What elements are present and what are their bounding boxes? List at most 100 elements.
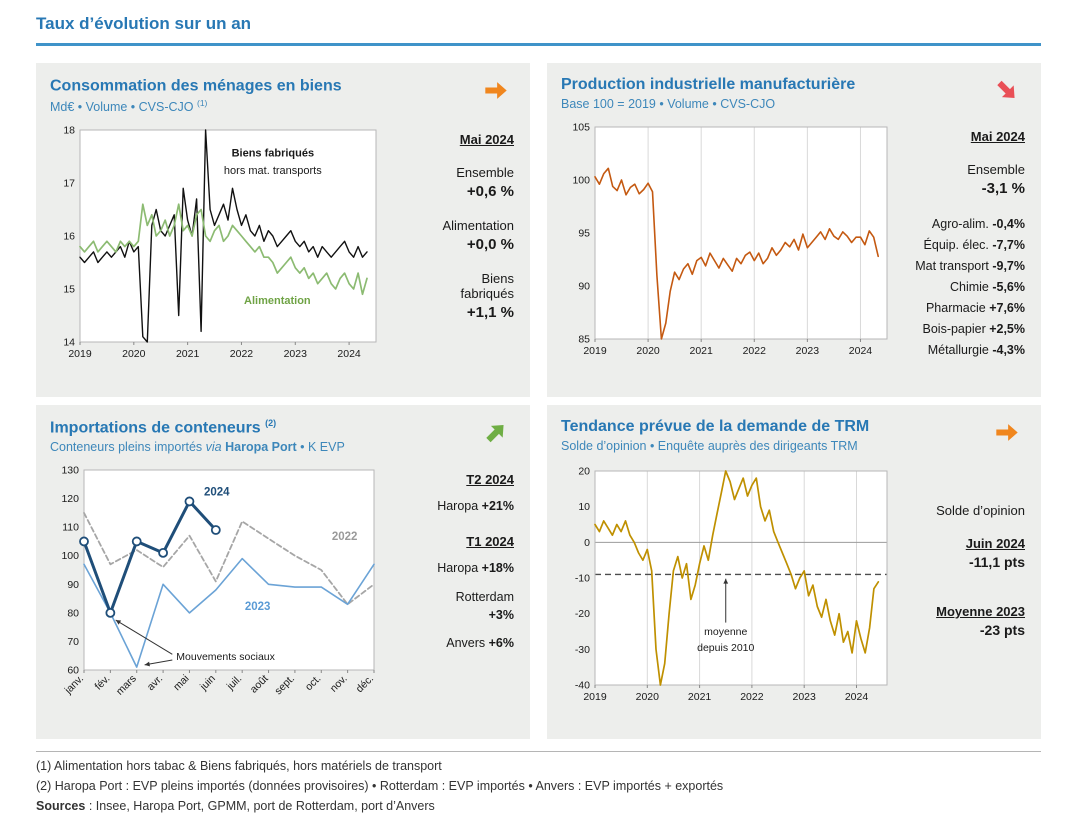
stat-value: +0,6 % <box>466 183 514 201</box>
stat-spacer <box>901 572 1025 588</box>
series-marker <box>210 525 221 536</box>
stat-label: Ensemble <box>967 162 1025 177</box>
stat-spacer <box>390 489 514 497</box>
x-tick-label: mars <box>114 673 139 698</box>
chart-annotation: Mouvements sociaux <box>176 651 275 663</box>
x-tick-label: 2023 <box>284 348 308 360</box>
plot-frame <box>594 470 888 686</box>
y-tick-label: 60 <box>67 665 79 677</box>
y-tick-label: 120 <box>61 493 79 505</box>
x-tick-label: août <box>248 673 271 696</box>
x-tick-label: mai <box>171 673 191 693</box>
y-tick-label: 17 <box>63 178 75 190</box>
sources-text: : Insee, Haropa Port, GPMM, port de Rott… <box>85 799 435 813</box>
y-tick-label: -40 <box>575 680 590 692</box>
panel-stats: T2 2024 Haropa +21% T1 2024 Haropa +18% Rott… <box>386 462 514 720</box>
x-tick-label: sept. <box>272 673 297 698</box>
series-marker <box>158 548 168 559</box>
y-tick-label: 20 <box>578 466 590 478</box>
chart-annotation: Biens fabriqués <box>232 148 315 160</box>
stat-spacer <box>390 626 514 634</box>
x-tick-label: 2024 <box>849 345 873 357</box>
panel-header: Consommation des ménages en biens Md€ • … <box>50 76 514 114</box>
stat-label: Ensemble <box>456 165 514 181</box>
stat-spacer <box>390 580 514 588</box>
trend-icon-wrap <box>991 419 1023 451</box>
y-tick-label: 130 <box>61 465 79 477</box>
stat-spacer <box>901 588 1025 604</box>
x-tick-label: 2021 <box>688 691 712 703</box>
x-tick-label: nov. <box>328 673 350 695</box>
series-2024 <box>82 500 218 615</box>
annotation-arrowhead <box>723 578 729 584</box>
trm-demand-chart: -40 -30 -20 -10 0 10 20 2019 2020 2021 2022 2023 202… <box>575 466 888 703</box>
series-marker <box>79 536 89 547</box>
annotation-arrowhead <box>115 620 122 625</box>
series-biens-fabriqu-s-hors-mat-transports <box>79 129 368 344</box>
stat-label: Biens fabriqués <box>460 271 514 302</box>
panel-subtitle: Md€ • Volume • CVS-CJO (1) <box>50 98 208 115</box>
x-tick-label: juin <box>197 673 218 694</box>
footnote-2: (2) Haropa Port : EVP pleins importés (d… <box>36 779 724 793</box>
divider <box>36 751 1041 752</box>
x-tick-label: 2020 <box>636 345 660 357</box>
stat-spacer <box>390 518 514 534</box>
panel-header: Tendance prévue de la demande de TRM Sol… <box>561 418 1025 453</box>
x-tick-label: 2019 <box>583 345 607 357</box>
x-tick-label: 2021 <box>176 348 200 360</box>
plot-frame <box>79 129 377 343</box>
footnote-1: (1) Alimentation hors tabac & Biens fabr… <box>36 759 442 773</box>
stat-pair: Haropa +21% <box>437 499 514 514</box>
stat-pair: Chimie -5,6% <box>949 280 1025 294</box>
container-imports-chart: 60 70 80 90 100 110 120 130 janv. fév. mars avr. mai… <box>61 465 377 698</box>
x-tick-label: 2019 <box>583 691 607 703</box>
stat-spacer <box>901 146 1025 162</box>
industrial-production-chart: 85 90 95 100 105 2019 2020 2021 2022 2023 2024 <box>572 122 888 357</box>
stat-pair-stack: Rotterdam +3% <box>455 590 514 623</box>
x-tick-label: oct. <box>303 673 323 693</box>
series-marker <box>184 496 195 507</box>
annotation-arrowhead <box>144 661 150 667</box>
footnotes-section: (1) Alimentation hors tabac & Biens fabr… <box>36 751 1041 821</box>
x-tick-label: 2024 <box>337 348 361 360</box>
y-tick-label: -20 <box>575 608 590 620</box>
panel-stats: Mai 2024 Ensemble +0,6 % Alimentation +0,0 %… <box>386 122 514 368</box>
y-tick-label: 90 <box>67 579 79 591</box>
chart-annotation: Alimentation <box>244 295 311 307</box>
y-tick-label: 85 <box>578 334 590 346</box>
panel-subtitle: Solde d’opinion • Enquête auprès des dir… <box>561 439 858 453</box>
x-tick-label: 2020 <box>122 348 146 360</box>
plot-area <box>595 127 887 339</box>
page-header: Taux d’évolution sur un an <box>0 0 1077 46</box>
y-tick-label: -10 <box>575 573 590 585</box>
series-production-manufacturi-re <box>594 167 879 340</box>
x-tick-label: 2020 <box>636 691 660 703</box>
x-tick-label: 2023 <box>793 691 817 703</box>
title-underline-rule <box>36 43 1041 46</box>
x-tick-label: fév. <box>93 673 113 693</box>
y-tick-label: 110 <box>62 522 79 534</box>
x-tick-label: déc. <box>354 673 377 696</box>
y-tick-label: 0 <box>584 537 590 549</box>
series-marker <box>131 536 142 547</box>
arrow-up-right-icon <box>486 424 504 443</box>
stat-spacer <box>390 202 514 218</box>
chart-annotation: depuis 2010 <box>697 642 754 654</box>
stat-pair: Anvers +6% <box>446 636 514 651</box>
series-2023 <box>83 558 375 669</box>
series-alimentation <box>79 203 368 296</box>
panel-body: 85 90 95 100 105 2019 2020 2021 2022 2023 2024 Mai… <box>561 119 1025 365</box>
panel-header: Production industrielle manufacturière B… <box>561 76 1025 111</box>
stat-spacer <box>901 199 1025 215</box>
plot-area <box>595 471 887 685</box>
y-tick-label: 100 <box>572 175 590 187</box>
arrow-right-icon <box>996 424 1018 441</box>
stat-value: -3,1 % <box>981 180 1025 197</box>
panel-consommation: Consommation des ménages en biens Md€ • … <box>36 63 530 397</box>
chart-annotation: 2022 <box>332 531 358 543</box>
x-tick-label: 2022 <box>743 345 767 357</box>
panel-stats: Solde d’opinion Juin 2024 -11,1 pts Moyenne… <box>897 461 1025 711</box>
y-tick-label: 95 <box>578 228 590 240</box>
y-tick-label: 80 <box>67 608 79 620</box>
